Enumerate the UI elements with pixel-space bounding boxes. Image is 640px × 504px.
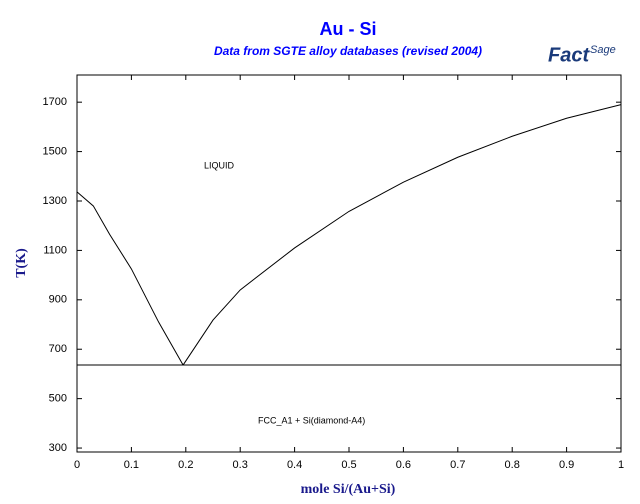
x-axis-label: mole Si/(Au+Si) [301, 482, 396, 497]
x-tick-label: 0 [74, 459, 80, 471]
x-tick-label: 0.3 [233, 459, 248, 471]
y-tick-label: 1300 [43, 195, 67, 207]
y-tick-label: 1700 [43, 96, 67, 108]
chart-subtitle: Data from SGTE alloy databases (revised … [214, 44, 482, 58]
x-tick-label: 0.2 [178, 459, 193, 471]
x-tick-label: 0.6 [396, 459, 411, 471]
y-tick-label: 500 [49, 393, 67, 405]
x-tick-label: 0.1 [124, 459, 139, 471]
annotation: LIQUID [204, 160, 235, 170]
y-tick-label: 700 [49, 343, 67, 355]
y-tick-label: 300 [49, 442, 67, 454]
x-tick-label: 0.4 [287, 459, 302, 471]
phase-boundary [182, 104, 622, 366]
logo-main: Fact [548, 44, 590, 66]
phase-boundary [76, 191, 184, 366]
x-tick-label: 0.9 [559, 459, 574, 471]
x-tick-label: 0.5 [341, 459, 356, 471]
logo-sub: Sage [590, 44, 616, 56]
y-tick-label: 1100 [43, 244, 67, 256]
x-tick-label: 1 [618, 459, 624, 471]
plot-frame [76, 74, 622, 453]
x-tick-label: 0.8 [505, 459, 520, 471]
y-tick-label: 1500 [43, 145, 67, 157]
chart-title: Au - Si [320, 19, 377, 39]
annotation: FCC_A1 + Si(diamond-A4) [258, 415, 365, 425]
x-tick-label: 0.7 [450, 459, 465, 471]
y-tick-label: 900 [49, 294, 67, 306]
y-axis-label: T(K) [14, 248, 29, 278]
